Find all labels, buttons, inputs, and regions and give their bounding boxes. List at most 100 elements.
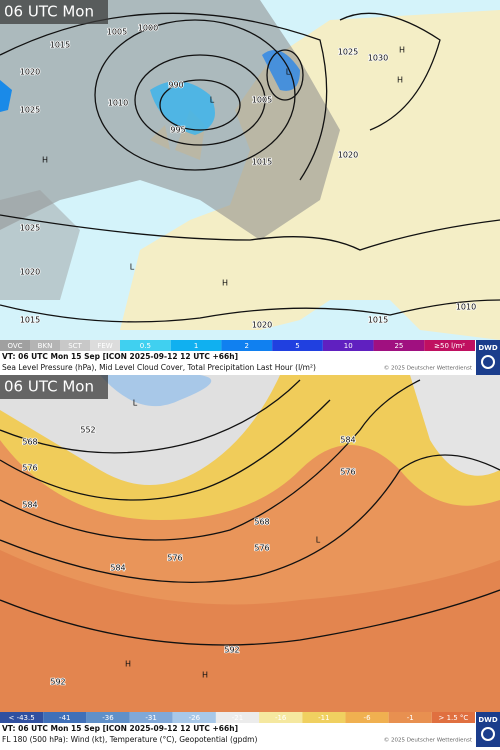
legend-label: -36 — [102, 714, 114, 722]
legend-label: ≥50 l/m² — [434, 342, 465, 350]
contour-label: 584 — [110, 564, 125, 573]
legend-swatch — [170, 340, 222, 351]
legend-label: BKN — [38, 342, 53, 350]
contour-label: 1010 — [108, 99, 128, 108]
logo-mark — [481, 727, 495, 741]
top-map — [0, 0, 500, 340]
logo-mark — [481, 355, 495, 369]
pressure-center: H — [125, 660, 131, 669]
caption-line: FL 180 (500 hPa): Wind (kt), Temperature… — [2, 735, 257, 744]
legend-label: -16 — [275, 714, 287, 722]
legend-swatch — [345, 712, 389, 723]
contour-label: 568 — [22, 438, 37, 447]
pressure-center: L — [130, 263, 135, 272]
logo-box — [476, 340, 500, 375]
legend-label: -41 — [59, 714, 70, 722]
legend-label: > 1.5 °C — [438, 714, 468, 722]
legend-label: 1 — [194, 342, 198, 350]
contour-label: 1020 — [252, 321, 272, 330]
legend-swatch — [120, 340, 171, 351]
precipitation — [150, 81, 215, 135]
copyright: © 2025 Deutscher Wetterdienst — [384, 737, 473, 744]
contour-label: 1025 — [20, 106, 40, 115]
legend-swatch — [215, 712, 260, 723]
legend-swatch — [424, 340, 475, 351]
contour-label: 576 — [254, 544, 269, 553]
contour-label: 1015 — [20, 316, 40, 325]
contour-label: 1030 — [368, 54, 388, 63]
contour-label: 1005 — [252, 96, 272, 105]
legend-swatch — [431, 712, 475, 723]
contour-label: 1020 — [338, 151, 358, 160]
legend-swatch — [43, 712, 87, 723]
contour-label: 552 — [80, 426, 95, 435]
caption-line: Sea Level Pressure (hPa), Mid Level Clou… — [2, 363, 316, 372]
contour-label: 568 — [254, 518, 269, 527]
legend-label: -6 — [364, 714, 372, 722]
contour-label: 1020 — [20, 268, 40, 277]
contour-label: 592 — [50, 678, 65, 687]
pressure-center: L — [286, 68, 291, 77]
contour-label: 576 — [167, 554, 182, 563]
legend-swatch — [30, 340, 60, 351]
legend-swatch — [388, 712, 432, 723]
contour-label: 1015 — [368, 316, 388, 325]
logo-box — [476, 712, 500, 747]
isobars — [0, 12, 500, 323]
legend-label: 5 — [295, 342, 299, 350]
time-label-box — [0, 375, 108, 399]
legend-label: -31 — [145, 714, 156, 722]
pressure-center: H — [397, 76, 403, 85]
temperature-field — [0, 550, 500, 712]
caption-line: VT: 06 UTC Mon 15 Sep [ICON 2025-09-12 1… — [2, 724, 238, 733]
legend-label: -26 — [189, 714, 201, 722]
pressure-center: L — [210, 96, 215, 105]
legend-label: -11 — [318, 714, 329, 722]
contour-label: 576 — [340, 468, 355, 477]
time-label-box — [0, 0, 108, 24]
legend-swatch — [221, 340, 273, 351]
caption-line: VT: 06 UTC Mon 15 Sep [ICON 2025-09-12 1… — [2, 352, 238, 361]
contour-label: 1025 — [338, 48, 358, 57]
legend-label: FEW — [97, 342, 112, 350]
contour-label: 584 — [340, 436, 355, 445]
contour-label: 1020 — [20, 68, 40, 77]
legend-label: -1 — [407, 714, 414, 722]
contour-label: 1015 — [252, 158, 272, 167]
legend-swatch — [259, 712, 303, 723]
temperature-field — [410, 375, 500, 476]
legend-swatch — [60, 340, 90, 351]
contour-label: 592 — [224, 646, 239, 655]
pressure-center: L — [133, 399, 138, 408]
contour-label: 1015 — [50, 41, 70, 50]
pressure-center: H — [42, 156, 48, 165]
legend-swatch — [272, 340, 323, 351]
bottom-map — [0, 375, 500, 712]
legend-swatch — [90, 340, 120, 351]
precipitation — [262, 50, 300, 91]
contour-label: 990 — [168, 81, 183, 90]
precipitation — [0, 80, 12, 112]
contour-label: 1005 — [107, 28, 127, 37]
legend-label: -21 — [232, 714, 243, 722]
pressure-center: H — [202, 671, 208, 680]
contour-label: 995 — [170, 126, 185, 135]
legend-swatch — [0, 712, 44, 723]
legend-label: SCT — [68, 342, 82, 350]
legend-label: 25 — [394, 342, 403, 350]
legend-swatch — [0, 340, 30, 351]
logo: DWD — [478, 344, 498, 352]
legend-swatch — [373, 340, 425, 351]
legend-swatch — [86, 712, 130, 723]
legend-swatch — [172, 712, 216, 723]
legend-label: 2 — [245, 342, 249, 350]
contour-label: 1010 — [456, 303, 476, 312]
legend-label: 10 — [344, 342, 353, 350]
time-label: 06 UTC Mon — [4, 3, 94, 21]
geopotential-lines — [0, 379, 500, 646]
temperature-field — [0, 375, 280, 485]
contour-label: 576 — [22, 464, 37, 473]
contour-label: 584 — [22, 501, 37, 510]
contour-label: 1025 — [20, 224, 40, 233]
